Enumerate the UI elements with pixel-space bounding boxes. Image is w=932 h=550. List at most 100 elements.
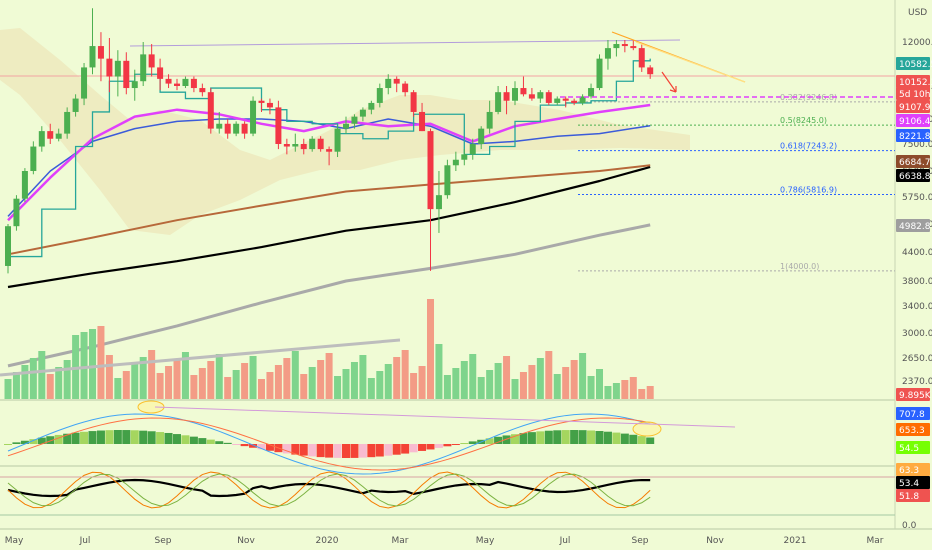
candle-body bbox=[123, 60, 130, 89]
x-tick-label: 2021 bbox=[784, 536, 807, 546]
macd-histogram-bar bbox=[139, 430, 148, 444]
volume-bar bbox=[410, 373, 418, 399]
volume-bar bbox=[308, 367, 316, 399]
macd-histogram-bar bbox=[29, 439, 38, 444]
x-tick-label: May bbox=[476, 536, 495, 546]
volume-bar bbox=[621, 380, 629, 399]
macd-histogram-bar bbox=[553, 430, 562, 444]
volume-bar bbox=[469, 354, 477, 399]
candle-body bbox=[266, 102, 273, 108]
macd-badge-text: 54.5 bbox=[899, 444, 919, 454]
volume-bar bbox=[494, 363, 502, 399]
candle-body bbox=[368, 102, 375, 110]
volume-bar bbox=[89, 329, 96, 399]
ma-300-line bbox=[7, 223, 651, 368]
macd-histogram-bar bbox=[494, 436, 503, 444]
volume-bar bbox=[317, 360, 325, 399]
candle-body bbox=[140, 54, 147, 82]
candle-body bbox=[359, 109, 366, 117]
candle-body bbox=[638, 48, 645, 68]
macd-histogram-bar bbox=[88, 431, 97, 444]
volume-bar bbox=[477, 377, 485, 399]
candle-body bbox=[114, 60, 121, 77]
fib-level-label: 0.618(7243.2) bbox=[780, 142, 837, 151]
candle-body bbox=[478, 128, 485, 144]
macd-histogram-bar bbox=[401, 444, 410, 454]
volume-bar bbox=[165, 366, 173, 399]
resistance-line bbox=[129, 39, 681, 47]
y-tick-label: 3400.0 bbox=[902, 302, 932, 312]
macd-histogram-bar bbox=[434, 444, 443, 448]
candle-body bbox=[647, 67, 654, 75]
candle-body bbox=[199, 88, 206, 93]
candle-body bbox=[224, 123, 231, 134]
candle-body bbox=[528, 94, 535, 99]
x-tick-label: Mar bbox=[867, 536, 884, 546]
macd-histogram-bar bbox=[71, 432, 80, 444]
volume-bar bbox=[359, 355, 367, 399]
price-badge bbox=[896, 75, 930, 88]
macd-histogram-bar bbox=[63, 433, 72, 444]
macd-histogram-bar bbox=[333, 444, 342, 458]
volume-bar bbox=[131, 364, 139, 399]
price-badge-text: 8221.8 bbox=[899, 132, 931, 142]
price-badge-text: 10582.5 bbox=[899, 60, 932, 70]
candle-body bbox=[579, 96, 586, 103]
candle-body bbox=[545, 92, 552, 103]
volume-bar bbox=[181, 352, 189, 399]
macd-signal-line bbox=[7, 417, 651, 471]
macd-histogram-bar bbox=[485, 438, 494, 444]
macd-histogram-bar bbox=[595, 431, 604, 444]
candle-body bbox=[89, 46, 96, 68]
candle-body bbox=[588, 88, 595, 97]
volume-bar bbox=[291, 351, 299, 399]
volume-bar bbox=[384, 364, 392, 399]
candle-body bbox=[503, 92, 510, 101]
volume-bar bbox=[646, 386, 654, 399]
macd-histogram-bar bbox=[637, 436, 646, 444]
macd-histogram-bar bbox=[578, 430, 587, 444]
volume-badge bbox=[896, 388, 930, 401]
macd-histogram-bar bbox=[519, 433, 528, 444]
candle-body bbox=[402, 83, 409, 93]
currency-label: USD bbox=[908, 8, 927, 18]
macd-histogram-bar bbox=[367, 444, 376, 458]
x-tick-label: Sep bbox=[632, 536, 649, 546]
y-tick-label: 7500.0 bbox=[902, 140, 932, 150]
price-badge bbox=[896, 100, 930, 113]
macd-histogram-bar bbox=[223, 442, 232, 444]
osc-badge-text: 53.4 bbox=[899, 479, 919, 489]
macd-histogram-bar bbox=[12, 442, 21, 444]
candle-body bbox=[182, 78, 189, 86]
macd-histogram-bar bbox=[96, 430, 105, 444]
candle-body bbox=[148, 54, 155, 68]
macd-histogram-bar bbox=[620, 433, 629, 444]
volume-bar bbox=[80, 332, 88, 399]
macd-histogram-bar bbox=[350, 444, 359, 458]
macd-histogram-bar bbox=[325, 444, 334, 458]
volume-bar bbox=[629, 377, 637, 399]
volume-bar bbox=[63, 360, 71, 399]
candle-body bbox=[452, 159, 459, 166]
macd-histogram-bar bbox=[291, 444, 300, 455]
volume-bar bbox=[604, 386, 612, 399]
candle-body bbox=[216, 123, 223, 129]
macd-histogram-bar bbox=[164, 432, 173, 444]
macd-badge bbox=[896, 423, 930, 436]
macd-histogram-bar bbox=[451, 444, 460, 445]
candle-body bbox=[258, 100, 265, 103]
volume-bar bbox=[46, 374, 54, 399]
candle-body bbox=[469, 144, 476, 155]
y-tick-label: 4400.0 bbox=[902, 248, 932, 258]
volume-bar bbox=[232, 370, 240, 399]
candle-body bbox=[326, 149, 333, 152]
macd-histogram-bar bbox=[511, 434, 519, 444]
volume-bar bbox=[350, 362, 358, 399]
macd-histogram-bar bbox=[342, 444, 350, 458]
macd-histogram-bar bbox=[265, 444, 274, 451]
volume-bar bbox=[97, 326, 105, 399]
volume-bar bbox=[376, 371, 384, 399]
volume-bar bbox=[519, 372, 527, 399]
